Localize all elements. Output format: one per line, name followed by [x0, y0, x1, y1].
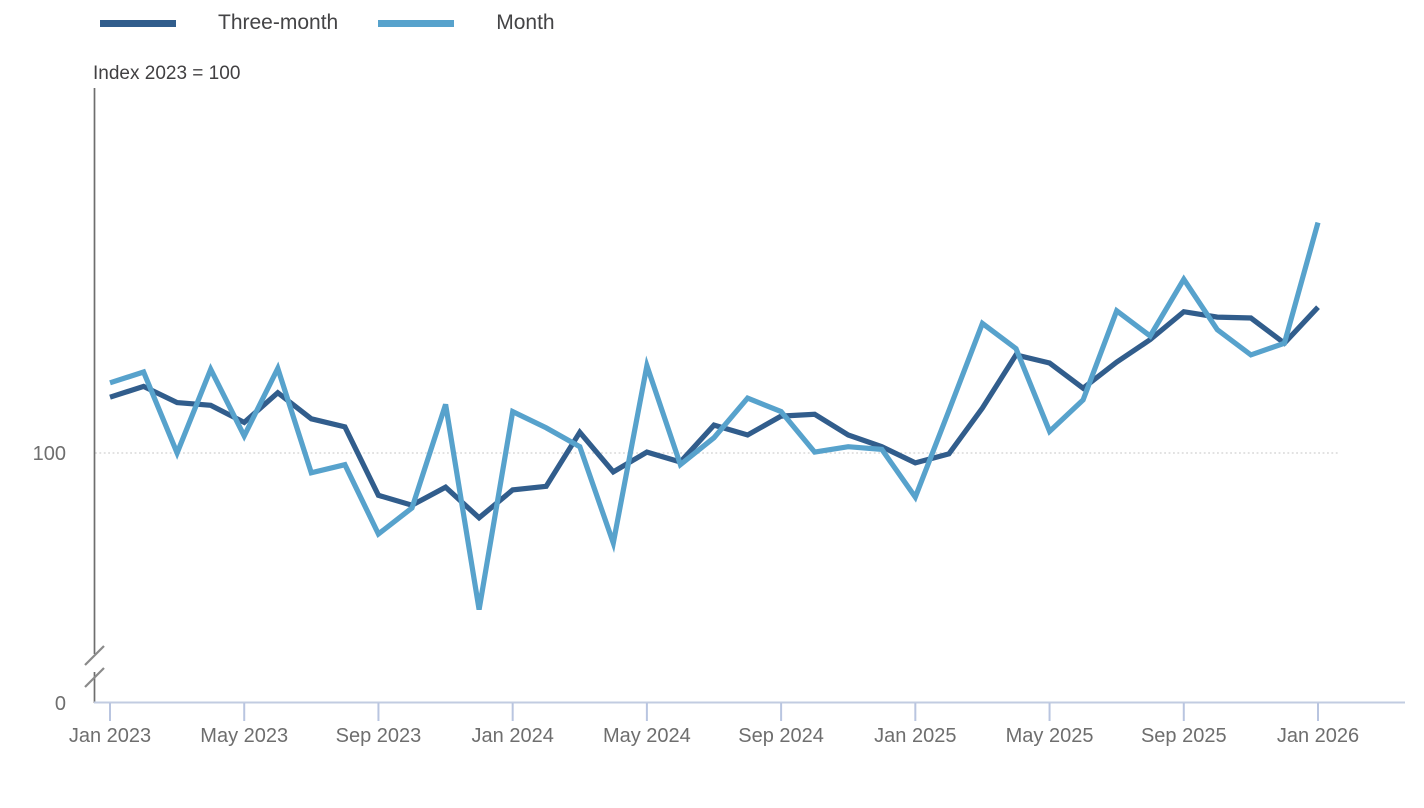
x-tick-label: Sep 2023 — [336, 725, 422, 747]
x-axis-ticks — [109, 703, 1319, 721]
x-tick-label: Jan 2026 — [1277, 725, 1359, 747]
three-month-series-line — [109, 305, 1320, 522]
x-axis-labels: Jan 2023 May 2023 Sep 2023 Jan 2024 May 2024… — [69, 725, 1359, 747]
month-series-line — [109, 221, 1321, 611]
legend-item-three-month: Three-month — [100, 12, 338, 35]
axis-break-slash-upper — [84, 645, 105, 666]
legend-label-month: Month — [496, 11, 555, 34]
chart-legend: Three-month Month — [100, 12, 595, 35]
x-tick-label: May 2024 — [603, 725, 691, 747]
y-tick-label-0: 0 — [55, 693, 66, 715]
x-tick-label: May 2023 — [200, 725, 288, 747]
x-tick-label: Jan 2023 — [69, 725, 151, 747]
chart-subtitle: Index 2023 = 100 — [93, 63, 241, 84]
x-tick-label: Jan 2024 — [472, 725, 554, 747]
legend-label-three-month: Three-month — [218, 11, 339, 34]
x-tick-label: May 2025 — [1006, 725, 1094, 747]
x-tick-label: Sep 2025 — [1141, 725, 1227, 747]
month-line-swatch — [378, 20, 455, 27]
x-tick-label: Sep 2024 — [738, 725, 824, 747]
axis-break-slash-lower — [84, 667, 105, 688]
y-tick-label-100: 100 — [33, 443, 66, 465]
three-month-line-swatch — [100, 20, 176, 27]
legend-item-month: Month — [378, 11, 555, 35]
x-tick-label: Jan 2025 — [874, 725, 956, 747]
